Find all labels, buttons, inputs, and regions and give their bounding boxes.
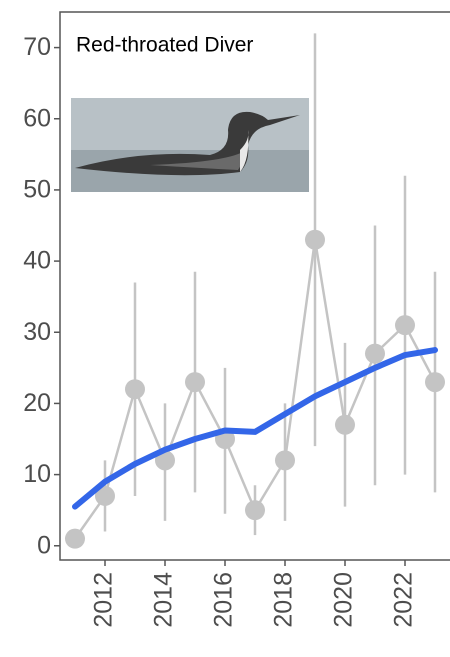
y-tick-label: 30 bbox=[23, 318, 51, 346]
y-tick-label: 40 bbox=[23, 247, 51, 275]
plot-panel bbox=[59, 11, 450, 561]
y-tick-label: 10 bbox=[23, 460, 51, 488]
y-tick-label: 20 bbox=[23, 389, 51, 417]
y-tick-label: 60 bbox=[23, 104, 51, 132]
y-tick-label: 0 bbox=[37, 531, 51, 559]
point bbox=[65, 528, 85, 549]
x-tick-label: 2014 bbox=[150, 572, 178, 628]
bird-photo bbox=[71, 98, 309, 192]
point bbox=[305, 229, 325, 250]
y-tick-label: 70 bbox=[23, 33, 51, 61]
x-tick-label: 2016 bbox=[210, 572, 238, 628]
point bbox=[395, 315, 415, 336]
x-tick-label: 2020 bbox=[330, 572, 358, 628]
point bbox=[275, 450, 295, 471]
line bbox=[72, 347, 438, 510]
point bbox=[425, 372, 445, 393]
point bbox=[95, 485, 115, 506]
point bbox=[125, 379, 145, 400]
x-tick-label: 2022 bbox=[390, 572, 418, 628]
point bbox=[335, 414, 355, 435]
inset-label: Red-throated Diver bbox=[76, 34, 253, 57]
x-tick-label: 2012 bbox=[90, 572, 118, 628]
point bbox=[185, 372, 205, 393]
point bbox=[245, 500, 265, 521]
x-tick-label: 2018 bbox=[270, 572, 298, 628]
y-tick-label: 50 bbox=[23, 176, 51, 204]
point bbox=[365, 343, 385, 364]
